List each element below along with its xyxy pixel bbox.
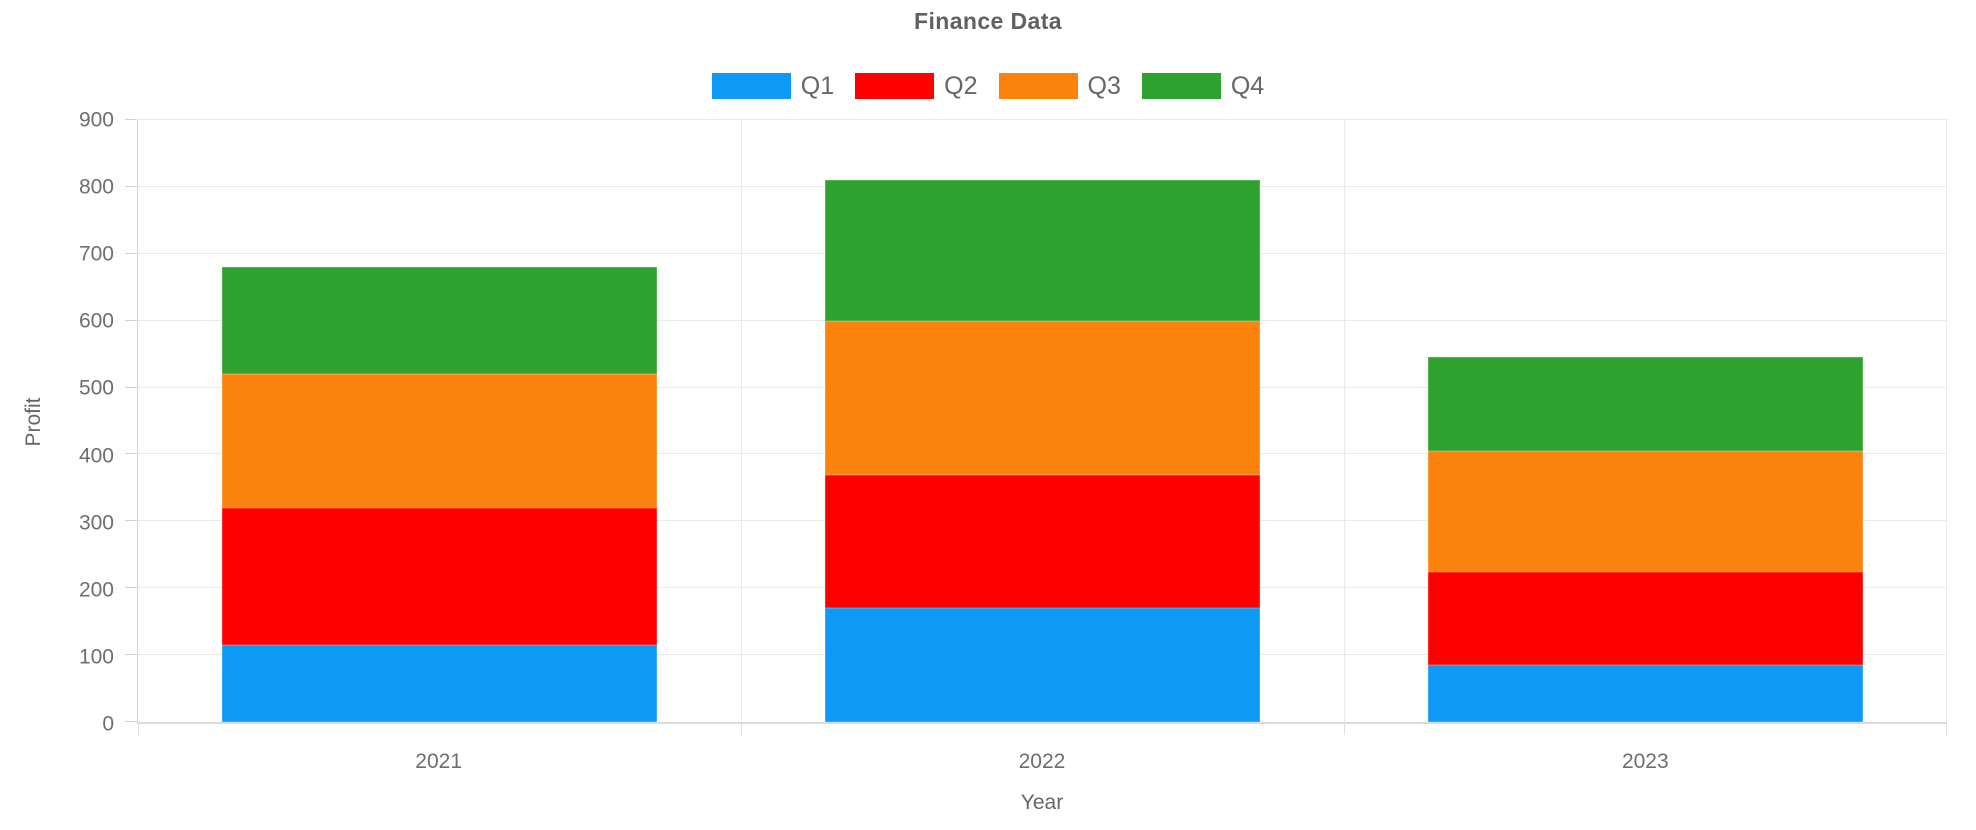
bar-segment-2023-q1[interactable]: [1427, 665, 1864, 722]
bar-segment-2022-q3[interactable]: [824, 320, 1261, 475]
y-tick-label: 400: [78, 444, 114, 468]
legend-item-q3[interactable]: Q3: [998, 71, 1121, 101]
bar-2023: [1427, 120, 1864, 722]
y-axis-labels: 0 100 200 300 400 500 600 700 800 900: [0, 110, 114, 735]
x-tick-mark: [740, 722, 742, 735]
x-tick-mark: [138, 722, 139, 735]
legend-swatch-q1: [711, 73, 791, 99]
x-axis-labels: 2021 2022 2023: [137, 750, 1947, 778]
y-tick-label: 700: [78, 242, 114, 266]
y-tick-label: 300: [78, 511, 114, 535]
bar-segment-2021-q1[interactable]: [221, 645, 658, 722]
y-tick-mark: [125, 185, 137, 187]
y-tick-label: 800: [78, 175, 114, 199]
x-tick-label-2023: 2023: [1621, 750, 1669, 773]
bar-segment-2022-q1[interactable]: [824, 608, 1261, 722]
y-tick-mark: [125, 119, 137, 120]
y-tick-label: 200: [78, 578, 114, 602]
legend: Q1 Q2 Q3 Q4: [0, 70, 1976, 102]
bar-segment-2021-q2[interactable]: [221, 507, 658, 646]
y-tick-mark: [125, 319, 137, 321]
y-tick-label: 500: [78, 376, 114, 400]
bar-group-2021: [138, 120, 741, 722]
x-tick-label-2022: 2022: [1018, 750, 1066, 773]
legend-item-q4[interactable]: Q4: [1141, 71, 1265, 101]
y-tick-label: 600: [78, 309, 114, 333]
legend-label-q4: Q4: [1230, 71, 1265, 100]
plot-area: [125, 119, 1947, 735]
y-tick-mark: [125, 252, 137, 254]
bar-segment-2023-q2[interactable]: [1427, 571, 1864, 666]
y-tick-mark: [125, 654, 137, 656]
x-axis-title: Year: [1020, 791, 1064, 814]
gridline: [1946, 120, 1947, 722]
bar-group-2022: [741, 120, 1344, 722]
bar-2022: [824, 120, 1261, 722]
bar-2021: [221, 120, 658, 722]
y-tick-mark: [125, 520, 137, 522]
legend-label-q2: Q2: [944, 71, 978, 100]
y-tick-mark: [125, 453, 137, 455]
bar-segment-2022-q2[interactable]: [824, 474, 1261, 609]
bar-group-2023: [1344, 120, 1947, 722]
legend-swatch-q4: [1141, 73, 1221, 99]
y-tick-label: 100: [78, 645, 114, 669]
y-tick-mark: [125, 386, 137, 388]
x-tick-mark: [1343, 722, 1345, 735]
legend-swatch-q2: [855, 73, 935, 99]
gridline: [740, 120, 742, 722]
y-tick-label: 900: [78, 108, 114, 132]
legend-item-q2[interactable]: Q2: [855, 71, 978, 101]
y-tick-mark: [125, 721, 137, 722]
y-tick-label: 0: [102, 712, 114, 736]
gridline: [138, 119, 1947, 120]
x-tick-label-2021: 2021: [415, 750, 463, 773]
bar-segment-2021-q4[interactable]: [221, 267, 658, 375]
x-tick-mark: [1946, 722, 1947, 735]
chart-title: Finance Data: [914, 8, 1062, 34]
legend-item-q1[interactable]: Q1: [711, 71, 835, 101]
bar-segment-2021-q3[interactable]: [221, 374, 658, 508]
gridline: [1343, 120, 1345, 722]
y-tick-mark: [125, 587, 137, 589]
bar-segment-2023-q3[interactable]: [1427, 451, 1864, 572]
legend-label-q3: Q3: [1087, 71, 1121, 100]
bar-segment-2023-q4[interactable]: [1427, 357, 1864, 452]
legend-swatch-q3: [998, 73, 1078, 99]
bar-segment-2022-q4[interactable]: [824, 180, 1261, 321]
legend-label-q1: Q1: [800, 71, 835, 100]
